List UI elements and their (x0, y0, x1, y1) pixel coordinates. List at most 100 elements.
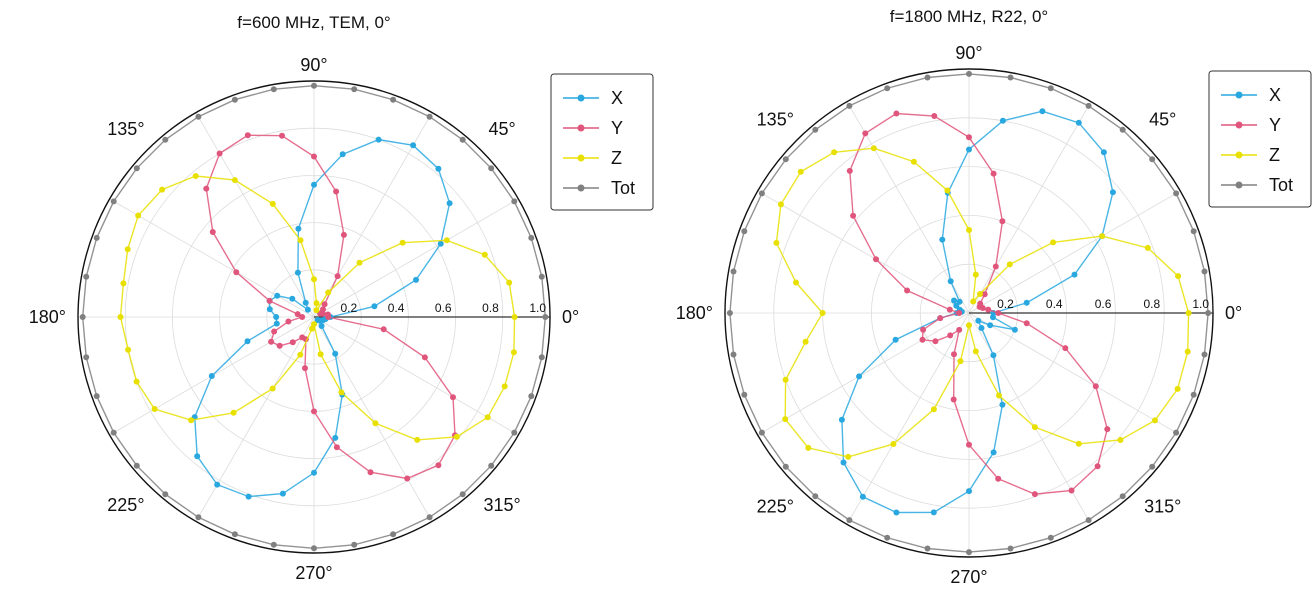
data-point-z (1031, 424, 1038, 431)
grid-spoke (846, 101, 970, 314)
data-point-y (271, 328, 278, 335)
data-point-z (313, 300, 320, 307)
data-point-tot (966, 70, 972, 77)
data-point-z (269, 385, 276, 392)
data-point-tot (351, 86, 358, 93)
data-point-y (302, 365, 308, 372)
radial-tick-label: 0.8 (482, 301, 499, 315)
data-point-x (893, 509, 900, 516)
data-point-x (304, 306, 311, 313)
data-point-tot (110, 429, 117, 436)
data-point-y (334, 273, 341, 280)
data-point-x (999, 401, 1006, 408)
data-point-tot (1190, 228, 1197, 235)
data-point-x (966, 146, 972, 153)
data-point-tot (758, 429, 765, 436)
grid-spoke (195, 316, 315, 522)
data-point-z (192, 173, 199, 179)
angle-tick-label: 270° (295, 563, 332, 583)
data-point-z (831, 149, 838, 156)
data-point-x (194, 453, 201, 460)
data-point-y (244, 132, 251, 139)
data-point-z (1075, 440, 1082, 447)
legend-box (1208, 70, 1312, 208)
data-point-tot (231, 96, 238, 103)
data-point-z (777, 201, 784, 208)
angle-tick-label: 270° (950, 567, 987, 587)
grid-spoke (313, 198, 519, 318)
radial-tick-label: 0.4 (1046, 297, 1063, 311)
series-line-x (841, 110, 1114, 514)
data-point-x (279, 490, 286, 497)
data-point-y (324, 311, 331, 318)
data-point-tot (1085, 102, 1092, 109)
data-point-x (273, 314, 280, 320)
data-point-y (299, 314, 306, 320)
data-point-tot (110, 198, 117, 205)
grid-spoke (968, 312, 1181, 436)
data-point-z (481, 251, 488, 258)
data-point-y (985, 306, 992, 313)
data-point-tot (1173, 429, 1180, 436)
legend-entry-label: Tot (1269, 175, 1293, 195)
data-point-z (151, 406, 158, 412)
data-point-z (120, 280, 127, 287)
series-y (846, 110, 1111, 498)
data-point-y (216, 150, 223, 157)
data-point-y (1023, 320, 1030, 327)
data-point-x (990, 352, 997, 359)
data-point-x (208, 373, 215, 379)
data-point-x (892, 336, 899, 343)
data-point-tot (1201, 268, 1208, 275)
polar-chart-2: 0.2 0.4 0.6 0.8 1.0 0° 45° 90° 135° 180° 225° 270° 3… (676, 7, 1312, 587)
data-point-tot (351, 541, 358, 548)
data-point-tot (1047, 534, 1054, 541)
legend-swatch-marker (577, 154, 585, 162)
data-point-z (159, 186, 166, 193)
data-point-z (453, 433, 460, 440)
legend-entry-label: Z (611, 148, 622, 168)
data-point-y (404, 475, 411, 482)
data-point-z (484, 414, 491, 421)
data-point-z (910, 158, 917, 165)
data-point-tot (812, 493, 819, 500)
grid-spoke (313, 316, 519, 436)
data-point-x (332, 434, 339, 441)
data-point-z (782, 376, 789, 383)
data-point-tot (1149, 156, 1156, 163)
data-point-x (302, 299, 309, 306)
data-point-z (1152, 417, 1158, 424)
radial-tick-label: 0.6 (435, 301, 452, 315)
angle-tick-label: 0° (562, 307, 579, 327)
data-point-x (375, 136, 382, 143)
data-point-z (805, 444, 812, 451)
data-point-y (1094, 463, 1101, 470)
legend: XYZ Tot (550, 73, 654, 211)
data-point-y (937, 315, 944, 322)
data-point-y (1104, 426, 1111, 433)
data-point-z (944, 187, 951, 194)
data-point-y (233, 269, 240, 276)
data-point-z (797, 168, 804, 175)
legend-entry-label: Tot (611, 178, 635, 198)
data-point-z (399, 239, 406, 246)
data-point-tot (488, 165, 495, 172)
data-point-tot (270, 86, 277, 93)
series-tot (726, 70, 1212, 556)
data-point-x (951, 297, 957, 304)
data-point-z (297, 351, 304, 358)
data-point-z (972, 348, 979, 355)
data-point-tot (1119, 126, 1126, 133)
data-point-z (870, 145, 877, 152)
data-point-tot (1085, 517, 1092, 524)
radial-tick-label: 0.8 (1144, 297, 1161, 311)
data-point-tot (162, 136, 169, 143)
data-point-z (845, 453, 852, 460)
legend-swatch-marker (577, 184, 585, 192)
data-point-z (309, 325, 315, 332)
radial-tick-label: 0.4 (388, 301, 405, 315)
data-point-z (311, 321, 317, 328)
data-point-y (294, 311, 301, 318)
data-point-tot (812, 126, 819, 133)
